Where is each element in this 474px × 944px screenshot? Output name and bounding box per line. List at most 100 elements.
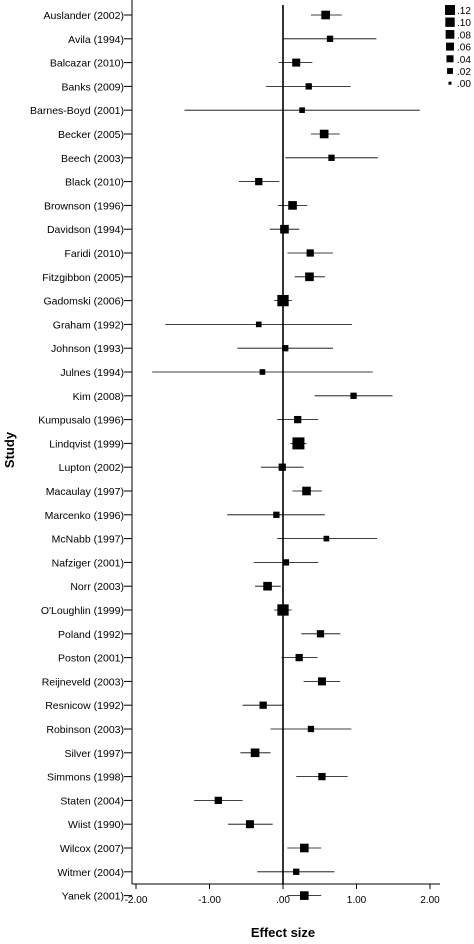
effect-point (305, 272, 314, 282)
study-label: Becker (2005) (58, 129, 124, 141)
x-tick-label: .00 (276, 895, 290, 906)
study-label: Staten (2004) (60, 795, 124, 807)
study-label: Barnes-Boyd (2001) (30, 105, 124, 117)
legend-label: .00 (457, 79, 471, 90)
study-label: Yanek (2001) (62, 891, 124, 903)
study-row: Macaulay (1997) (46, 486, 322, 498)
legend-label: .02 (457, 67, 471, 78)
study-row: Silver (1997) (64, 748, 271, 760)
effect-point (317, 677, 326, 686)
study-row: Beech (2003) (61, 153, 378, 165)
study-label: Poland (1992) (58, 629, 124, 641)
study-label: O'Loughlin (1999) (41, 605, 124, 617)
study-label: Nafziger (2001) (52, 557, 124, 569)
study-label: Avila (1994) (68, 34, 124, 46)
study-label: Poston (2001) (58, 653, 124, 665)
effect-point (321, 10, 330, 20)
study-label: Fitzgibbon (2005) (42, 272, 124, 284)
study-label: Julnes (1994) (60, 367, 124, 379)
effect-point (306, 249, 314, 257)
study-label: Kumpusalo (1996) (38, 415, 124, 427)
effect-point (319, 129, 329, 139)
study-label: Graham (1992) (53, 319, 124, 331)
study-label: Gadomski (2006) (43, 296, 124, 308)
study-row: Wiist (1990) (68, 819, 273, 831)
study-label: Silver (1997) (64, 748, 124, 760)
effect-point (255, 177, 263, 186)
study-label: Robinson (2003) (46, 724, 124, 736)
effect-point (293, 868, 300, 875)
study-label: Resnicow (1992) (45, 700, 124, 712)
legend-item: .04 (446, 55, 471, 66)
study-label: Reijneveld (2003) (42, 676, 124, 688)
effect-point (245, 820, 254, 829)
effect-point (294, 415, 302, 424)
legend-item: .00 (448, 79, 471, 90)
study-row: Kim (2008) (73, 391, 393, 403)
study-row: Poland (1992) (58, 629, 341, 641)
study-label: Johnson (1993) (51, 343, 124, 355)
legend-marker (446, 42, 454, 51)
legend-marker (446, 55, 454, 63)
effect-point (305, 83, 312, 90)
study-row: Wilcox (2007) (60, 843, 322, 855)
legend-marker (448, 81, 452, 85)
effect-point (255, 321, 262, 328)
x-tick-label: 2.00 (420, 895, 440, 906)
legend-label: .06 (457, 43, 471, 54)
study-row: Staten (2004) (60, 795, 243, 807)
effect-point (214, 796, 222, 805)
effect-point (282, 345, 289, 352)
effect-point (292, 437, 305, 450)
study-row: Nafziger (2001) (52, 557, 319, 569)
legend-item: .12 (445, 5, 471, 17)
study-row: Fitzgibbon (2005) (42, 272, 325, 284)
x-axis: -2.00 -1.00 .00 1.00 2.00 (125, 883, 440, 906)
study-row: Reijneveld (2003) (42, 676, 341, 688)
legend-item: .08 (445, 30, 471, 41)
study-row: Johnson (1993) (51, 343, 333, 355)
effect-point (300, 891, 309, 900)
study-row: Robinson (2003) (46, 724, 352, 736)
effect-point (259, 701, 267, 709)
study-row: Resnicow (1992) (45, 700, 284, 712)
study-row: Julnes (1994) (60, 367, 373, 379)
effect-point (302, 486, 311, 496)
study-row: Yanek (2001) (62, 891, 322, 903)
study-label: Simmons (1998) (47, 772, 124, 784)
x-tick-label: -2.00 (125, 895, 148, 906)
study-row: Norr (2003) (70, 581, 281, 593)
study-label: Lupton (2002) (59, 462, 124, 474)
effect-point (323, 535, 330, 542)
study-label: Wilcox (2007) (60, 843, 124, 855)
study-label: Beech (2003) (61, 153, 124, 165)
study-row: Becker (2005) (58, 129, 340, 141)
study-row: Black (2010) (65, 177, 280, 189)
study-label: Black (2010) (65, 177, 124, 189)
weight-legend: .12.10.08 .06.04.02.00 (445, 5, 471, 90)
study-row: Banks (2009) (62, 81, 351, 93)
legend-label: .08 (457, 30, 471, 41)
effect-point (350, 392, 357, 399)
study-label: Kim (2008) (73, 391, 124, 403)
study-row: Kumpusalo (1996) (38, 415, 319, 427)
study-row: Balcazar (2010) (50, 58, 313, 70)
study-rows: Auslander (2002) Avila (1994) Balcazar (20… (30, 0, 420, 903)
study-row: Faridi (2010) (64, 248, 333, 260)
study-row: Witmer (2004) (57, 867, 335, 879)
effect-point (326, 35, 334, 42)
study-label: Banks (2009) (62, 81, 124, 93)
effect-point (295, 653, 303, 662)
legend-label: .12 (457, 6, 471, 17)
effect-point (259, 369, 266, 375)
legend-marker (445, 30, 455, 39)
study-label: Norr (2003) (70, 581, 124, 593)
study-row: Gadomski (2006) (43, 294, 292, 308)
study-label: McNabb (1997) (52, 534, 124, 546)
effect-point (300, 843, 309, 853)
effect-point (328, 154, 335, 161)
study-row: Brownson (1996) (44, 200, 308, 212)
study-row: Marcenko (1996) (45, 510, 325, 522)
effect-point (316, 630, 325, 638)
